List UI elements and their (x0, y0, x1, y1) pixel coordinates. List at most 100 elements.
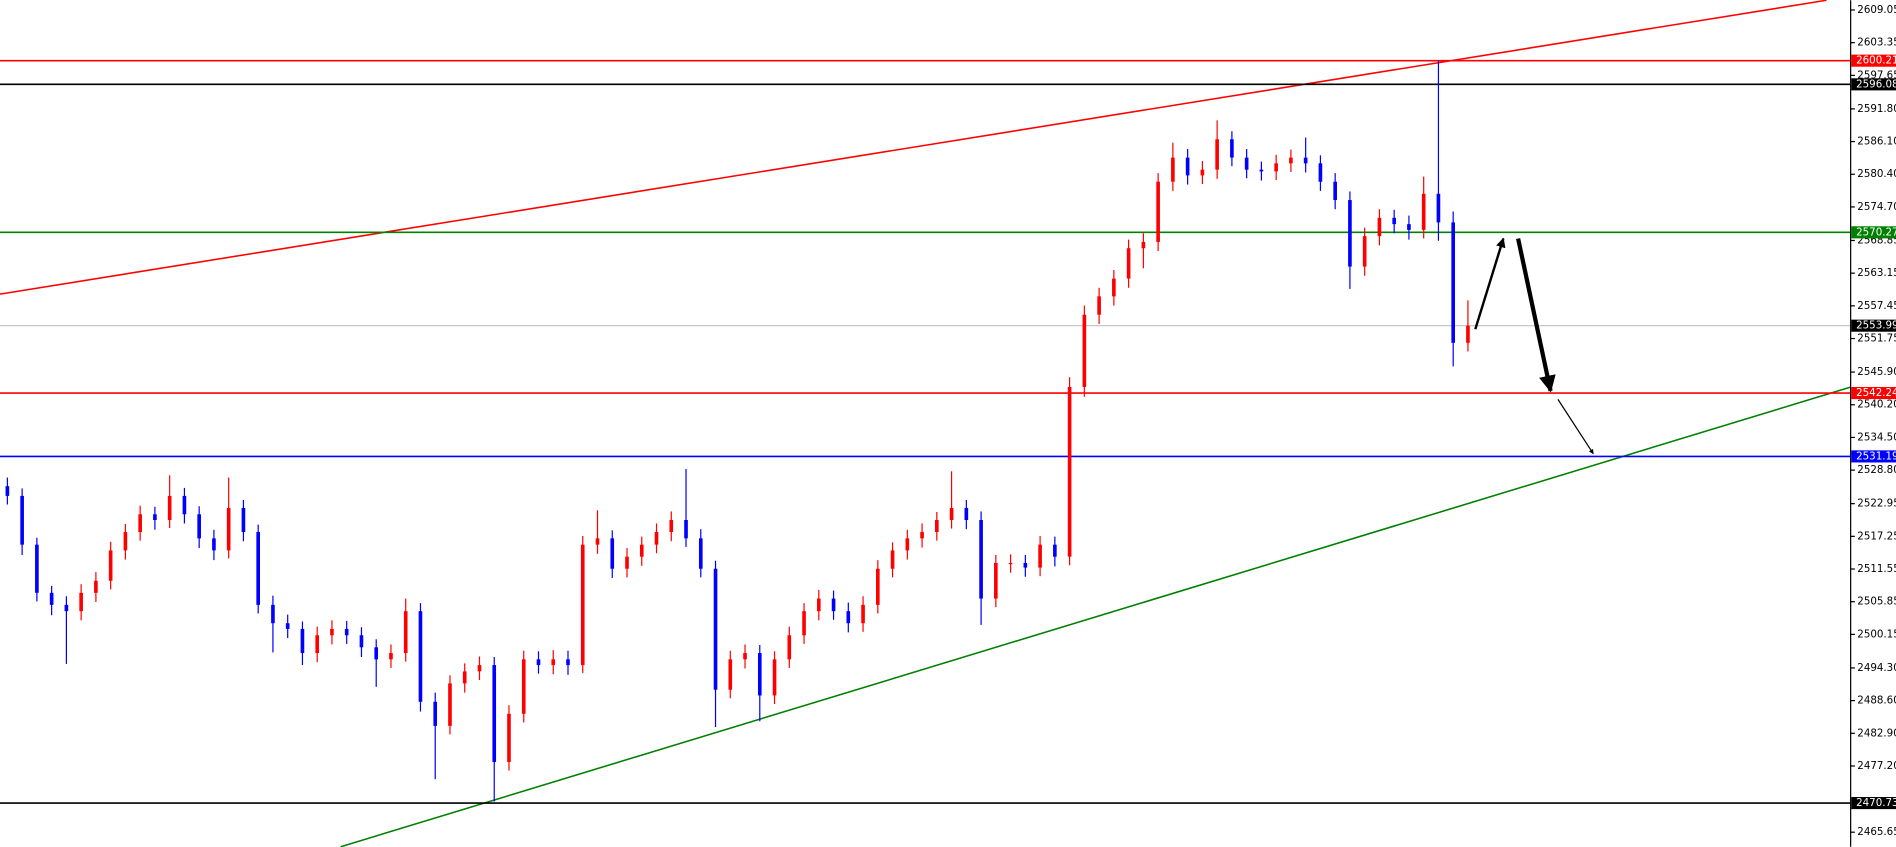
candle-body (79, 592, 83, 612)
candle-body (920, 532, 924, 539)
candle-body (1200, 169, 1205, 176)
candle-body (610, 538, 615, 569)
candle-body (1451, 222, 1456, 343)
candle-body (757, 653, 762, 696)
level-label: 2596.08 (1856, 78, 1896, 90)
y-tick-label: 2591.80 (1857, 103, 1896, 115)
candle-body (625, 556, 629, 569)
arrow (1516, 238, 1556, 393)
candle-body (300, 628, 305, 654)
price-axis: 2609.052603.352597.652591.802586.102580.… (1850, 0, 1896, 847)
candle-body (580, 544, 585, 666)
candle-body (772, 659, 777, 696)
y-tick-label: 2482.90 (1857, 727, 1896, 739)
candle-body (403, 611, 408, 654)
candle-body (241, 507, 246, 533)
candle-body (1377, 217, 1382, 237)
candle-body (551, 659, 556, 666)
candle-body (595, 538, 600, 545)
y-tick-label: 2580.40 (1857, 168, 1896, 180)
candle-body (507, 713, 511, 762)
candle-body (1362, 236, 1367, 267)
candle-body (1230, 139, 1234, 158)
candle-body (462, 671, 467, 684)
candle-body (905, 538, 910, 551)
level-label-box (1851, 54, 1896, 67)
y-tick-label: 2545.90 (1857, 366, 1896, 378)
candle-body (1112, 278, 1116, 297)
level-label-box (1851, 387, 1896, 400)
trend-line (0, 0, 1827, 295)
candle-body (536, 659, 541, 666)
candle-body (1392, 217, 1396, 225)
candle-body (1348, 200, 1352, 267)
candle-body (448, 683, 452, 726)
candle-body (861, 604, 865, 624)
candle-body (802, 611, 806, 636)
candle-body (698, 538, 703, 569)
candle-body (35, 544, 39, 593)
candle-body (979, 520, 983, 599)
candle-body (64, 604, 69, 612)
candle-body (1244, 157, 1249, 170)
y-tick-label: 2517.25 (1857, 530, 1896, 542)
candle-body (1156, 181, 1160, 242)
trend-line (340, 386, 1851, 847)
candle-body (1289, 157, 1293, 164)
level-label: 2570.27 (1856, 226, 1896, 238)
candle-body (374, 647, 379, 660)
candle-body (684, 520, 688, 539)
candle-body (654, 532, 659, 545)
candle-body (256, 532, 260, 605)
candle-body (1466, 325, 1470, 343)
candle-body (477, 665, 482, 672)
candle-body (1333, 181, 1337, 201)
candle-body (1421, 193, 1426, 230)
level-label: 2553.99 (1856, 320, 1896, 332)
candle-body (1067, 386, 1072, 557)
y-tick-label: 2563.15 (1857, 267, 1896, 279)
level-label-box (1851, 78, 1896, 91)
candle-body (816, 598, 821, 612)
candle-body (639, 544, 644, 557)
candle-body (5, 486, 10, 496)
candle-body (153, 514, 157, 521)
candle-body (1097, 296, 1101, 315)
candle-body (1141, 241, 1146, 249)
y-tick-label: 2488.60 (1857, 695, 1896, 707)
candle-body (1185, 157, 1190, 176)
plot-area (0, 0, 1851, 847)
candle-body (743, 653, 747, 660)
candle-body (1038, 544, 1042, 568)
candle-body (994, 563, 998, 599)
candle-body (1303, 157, 1308, 164)
candle-body (1274, 163, 1278, 172)
y-tick-label: 2534.50 (1857, 431, 1896, 443)
arrow (1474, 237, 1506, 330)
candle-body (330, 628, 334, 636)
axis-background (1850, 0, 1896, 847)
y-tick-label: 2494.30 (1857, 662, 1896, 674)
candle-body (271, 604, 275, 624)
y-tick-label: 2500.15 (1857, 628, 1896, 640)
y-tick-label: 2465.65 (1857, 826, 1896, 838)
candle-body (1171, 157, 1175, 182)
candle-body (669, 520, 674, 533)
candle-body (1126, 248, 1131, 279)
candle-body (359, 635, 364, 648)
candle-body (226, 507, 231, 551)
candle-body (182, 495, 187, 515)
candle-body (1436, 193, 1441, 223)
candle-body (787, 635, 792, 660)
y-tick-label: 2603.35 (1857, 37, 1896, 49)
level-label: 2600.21 (1856, 55, 1896, 67)
candle-body (935, 520, 939, 533)
candle-body (521, 659, 526, 714)
y-tick-label: 2477.20 (1857, 760, 1896, 772)
candle-body (713, 568, 718, 690)
candle-body (20, 495, 24, 545)
y-tick-label: 2574.70 (1857, 201, 1896, 213)
level-label: 2542.24 (1856, 387, 1896, 399)
